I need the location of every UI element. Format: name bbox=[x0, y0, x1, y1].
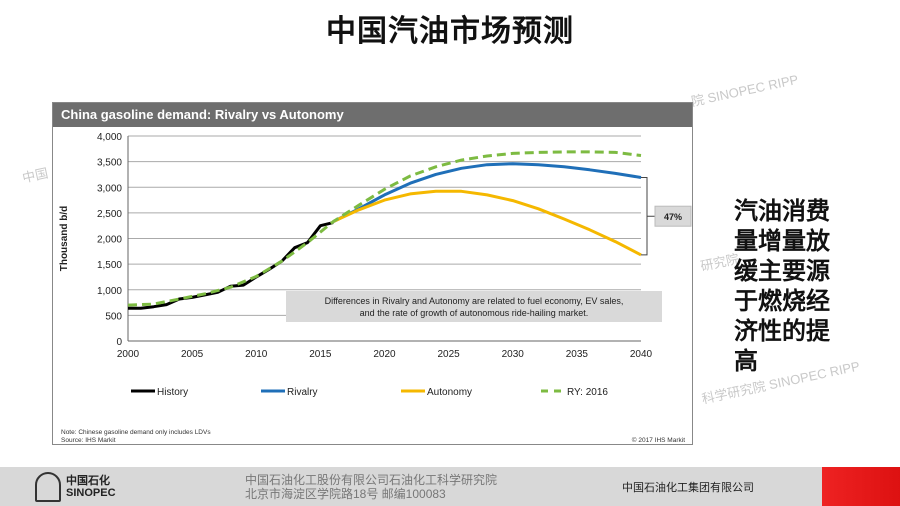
address: 中国石油化工股份有限公司石油化工科学研究院 北京市海淀区学院路18号 邮编1000… bbox=[245, 473, 497, 501]
x-tick-label: 2000 bbox=[117, 349, 140, 360]
y-tick-label: 2,000 bbox=[97, 235, 122, 246]
y-tick-label: 1,000 bbox=[97, 286, 122, 297]
x-tick-label: 2015 bbox=[309, 349, 332, 360]
group-name: 中国石油化工集团有限公司 bbox=[622, 482, 754, 494]
y-tick-label: 0 bbox=[116, 337, 122, 348]
side-line: 汽油消费 bbox=[734, 196, 830, 225]
logo-text: 中国石化 SINOPEC bbox=[66, 475, 116, 499]
chart-copyright: © 2017 IHS Markit bbox=[632, 436, 685, 444]
watermark: 中国 bbox=[20, 165, 50, 186]
gap-bracket bbox=[641, 177, 655, 256]
series-line-rivalry bbox=[332, 162, 642, 223]
callout-box bbox=[286, 291, 662, 322]
gap-label: 47% bbox=[664, 212, 682, 222]
chart-source: Source: IHS Markit bbox=[61, 437, 116, 444]
y-tick-label: 1,500 bbox=[97, 260, 122, 271]
watermark: 院 SINOPEC RIPP bbox=[689, 71, 800, 110]
y-axis-label: Thousand b/d bbox=[59, 206, 70, 272]
legend-label: RY: 2016 bbox=[567, 387, 608, 398]
y-tick-label: 3,500 bbox=[97, 158, 122, 169]
x-tick-label: 2025 bbox=[438, 349, 461, 360]
side-text: 汽油消费 量增量放 缓主要源 于燃烧经 济性的提 高 bbox=[734, 196, 844, 376]
y-tick-label: 4,000 bbox=[97, 132, 122, 143]
x-tick-label: 2020 bbox=[373, 349, 396, 360]
address-line: 中国石油化工股份有限公司石油化工科学研究院 bbox=[245, 473, 498, 487]
chart: China gasoline demand: Rivalry vs Autono… bbox=[52, 102, 693, 445]
y-tick-label: 2,500 bbox=[97, 209, 122, 220]
series-line-autonomy bbox=[332, 189, 642, 257]
legend-label: Rivalry bbox=[287, 387, 318, 398]
gap-label-box bbox=[654, 205, 692, 227]
side-line: 量增量放 bbox=[734, 226, 830, 255]
side-line: 缓主要源 bbox=[734, 256, 830, 285]
chart-title: China gasoline demand: Rivalry vs Autono… bbox=[53, 103, 692, 127]
side-line: 济性的提 bbox=[734, 316, 830, 345]
legend-label: History bbox=[157, 387, 188, 398]
x-tick-label: 2005 bbox=[181, 349, 204, 360]
callout-text: and the rate of growth of autonomous rid… bbox=[360, 308, 589, 318]
chart-svg: 0 500 1,000 1,500 2,000 2,500 3,000 3,500 4,000 2… bbox=[59, 132, 692, 444]
logo-en: SINOPEC bbox=[66, 487, 116, 499]
chart-note: Note: Chinese gasoline demand only inclu… bbox=[61, 429, 211, 436]
x-tick-label: 2010 bbox=[245, 349, 268, 360]
y-tick-label: 500 bbox=[105, 311, 122, 322]
sinopec-logo-icon bbox=[35, 472, 61, 502]
address-line: 北京市海淀区学院路18号 邮编100083 bbox=[245, 487, 446, 501]
x-tick-label: 2040 bbox=[630, 349, 653, 360]
series-line-ry-2016 bbox=[127, 150, 642, 307]
side-line: 高 bbox=[734, 346, 758, 375]
side-line: 于燃烧经 bbox=[734, 286, 830, 315]
slide-title: 中国汽油市场预测 bbox=[326, 14, 574, 49]
legend-label: Autonomy bbox=[427, 387, 472, 398]
decorative-red-block bbox=[822, 467, 900, 506]
x-tick-label: 2030 bbox=[502, 349, 525, 360]
footer: 中国石化 SINOPEC 中国石油化工股份有限公司石油化工科学研究院 北京市海淀区学… bbox=[0, 467, 900, 506]
x-tick-label: 2035 bbox=[566, 349, 589, 360]
y-tick-label: 3,000 bbox=[97, 183, 122, 194]
logo-cn: 中国石化 bbox=[66, 475, 110, 487]
callout-text: Differences in Rivalry and Autonomy are … bbox=[325, 296, 624, 306]
